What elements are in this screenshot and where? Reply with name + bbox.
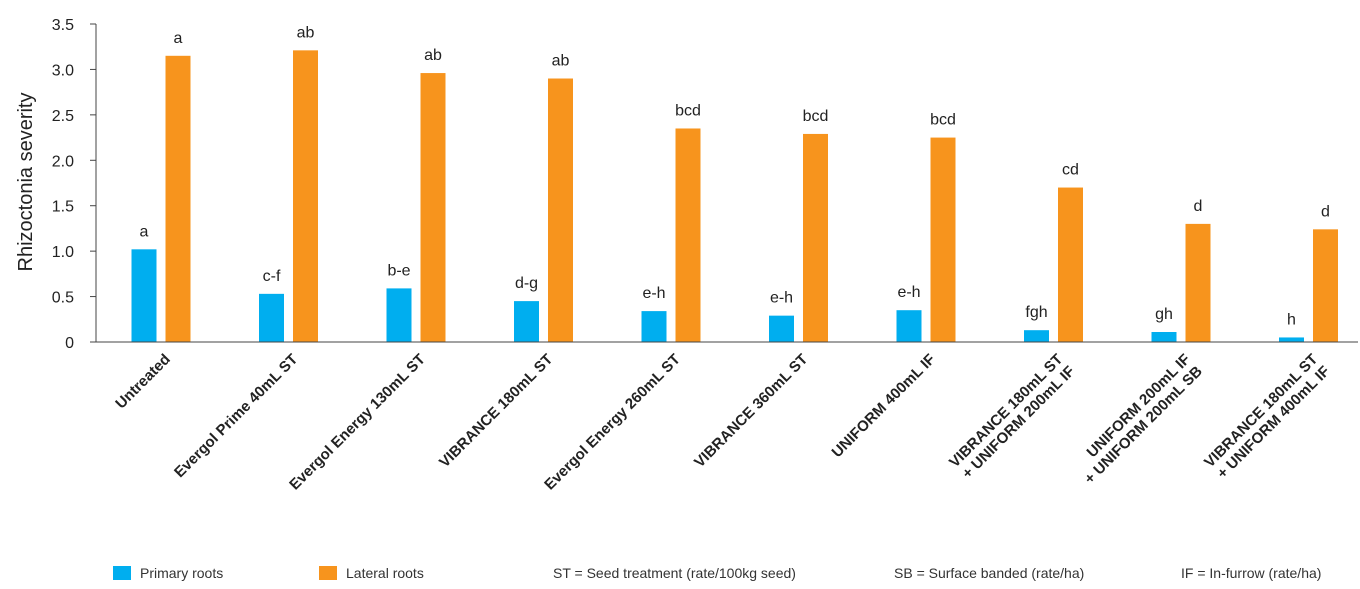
category-label: UNIFORM 200mL IF+ UNIFORM 200mL SB	[1069, 351, 1206, 488]
bar-primary	[641, 311, 667, 342]
category-label-line: UNIFORM 400mL IF	[829, 351, 939, 461]
y-tick-label: 2.5	[52, 108, 74, 125]
legend-note: IF = In-furrow (rate/ha)	[1181, 565, 1321, 581]
bar-primary	[514, 301, 539, 342]
y-axis: 0 0.5 1.0 1.5 2.0 2.5 3.0 3.5	[52, 17, 97, 352]
category-label: Untreated	[112, 351, 174, 413]
category-label: VIBRANCE 180mL ST+ UNIFORM 400mL IF	[1201, 351, 1333, 483]
category-label: UNIFORM 400mL IF	[829, 351, 939, 461]
category-label-line: VIBRANCE 180mL ST	[946, 351, 1066, 471]
bar-primary	[1151, 332, 1177, 342]
category-label-line: Evergol Prime 40mL ST	[171, 351, 301, 481]
bar-lateral	[1185, 223, 1211, 342]
bar-primary	[1024, 330, 1049, 342]
legend-swatch	[113, 566, 131, 580]
category-label-line: VIBRANCE 360mL ST	[691, 351, 811, 471]
bar-lateral	[1313, 229, 1338, 342]
bar-significance-label: e-h	[642, 285, 665, 302]
bar-primary	[769, 315, 794, 342]
legend: Primary roots Lateral roots ST = Seed trea…	[113, 565, 1321, 581]
bar-primary	[386, 288, 412, 342]
bar-significance-label: a	[174, 30, 183, 47]
bar-significance-label: gh	[1155, 306, 1173, 323]
category-label: Evergol Prime 40mL ST	[171, 351, 301, 481]
category-label: VIBRANCE 360mL ST	[691, 351, 811, 471]
y-tick-label: 3.5	[52, 17, 74, 34]
bar-significance-label: bcd	[930, 112, 956, 129]
legend-label: Lateral roots	[346, 565, 424, 581]
bar-significance-label: ab	[552, 53, 570, 70]
bar-primary	[1279, 337, 1304, 342]
category-label-line: Untreated	[112, 351, 174, 413]
y-axis-label: Rhizoctonia severity	[15, 93, 37, 272]
y-tick-label: 1.0	[52, 244, 74, 261]
bar-significance-label: bcd	[803, 108, 829, 125]
bar-primary	[131, 249, 157, 342]
category-label: VIBRANCE 180mL ST	[436, 351, 556, 471]
category-label-line: Evergol Energy 260mL ST	[541, 351, 684, 494]
bar-significance-label: fgh	[1025, 304, 1047, 321]
y-tick-label: 0	[65, 335, 74, 352]
category-label-line: + UNIFORM 200mL SB	[1081, 363, 1206, 488]
bar-significance-label: bcd	[675, 102, 701, 119]
bar-significance-label: d	[1194, 198, 1203, 215]
legend-note: ST = Seed treatment (rate/100kg seed)	[553, 565, 796, 581]
category-label-line: UNIFORM 200mL IF	[1084, 351, 1194, 461]
bar-significance-label: b-e	[387, 262, 410, 279]
y-tick-label: 2.0	[52, 153, 74, 170]
bar-lateral	[293, 50, 318, 342]
bar-lateral	[930, 137, 956, 342]
bar-lateral	[1058, 187, 1083, 342]
bar-significance-label: e-h	[897, 284, 920, 301]
bar-lateral	[548, 78, 573, 342]
bar-significance-label: ab	[297, 24, 315, 41]
bar-significance-label: a	[140, 223, 149, 240]
bar-lateral	[165, 55, 191, 343]
y-tick-label: 3.0	[52, 62, 74, 79]
bar-lateral	[420, 73, 446, 342]
bars: a c-f b-e d-g e-h e-h e-h fgh gh h a ab ab ab bcd bcd bc…	[131, 24, 1338, 343]
legend-note: SB = Surface banded (rate/ha)	[894, 565, 1084, 581]
bar-primary	[259, 293, 284, 342]
bar-significance-label: d-g	[515, 275, 538, 292]
category-label-line: VIBRANCE 180mL ST	[1201, 351, 1321, 471]
bar-significance-label: h	[1287, 311, 1296, 328]
y-tick-label: 0.5	[52, 290, 74, 307]
bar-significance-label: d	[1321, 203, 1330, 220]
bar-lateral	[675, 128, 701, 342]
legend-label: Primary roots	[140, 565, 223, 581]
bar-significance-label: c-f	[263, 268, 281, 285]
category-label-line: VIBRANCE 180mL ST	[436, 351, 556, 471]
bar-primary	[896, 310, 922, 342]
category-label-line: + UNIFORM 400mL IF	[1214, 363, 1333, 482]
category-label-line: + UNIFORM 200mL IF	[959, 363, 1078, 482]
category-label: VIBRANCE 180mL ST+ UNIFORM 200mL IF	[946, 351, 1078, 483]
legend-swatch	[319, 566, 337, 580]
bar-significance-label: e-h	[770, 290, 793, 307]
y-tick-label: 1.5	[52, 199, 74, 216]
category-label: Evergol Energy 260mL ST	[541, 351, 684, 494]
bar-significance-label: cd	[1062, 162, 1079, 179]
category-label: Evergol Energy 130mL ST	[286, 351, 429, 494]
bar-lateral	[803, 133, 828, 342]
category-label-line: Evergol Energy 130mL ST	[286, 351, 429, 494]
bar-significance-label: ab	[424, 47, 442, 64]
